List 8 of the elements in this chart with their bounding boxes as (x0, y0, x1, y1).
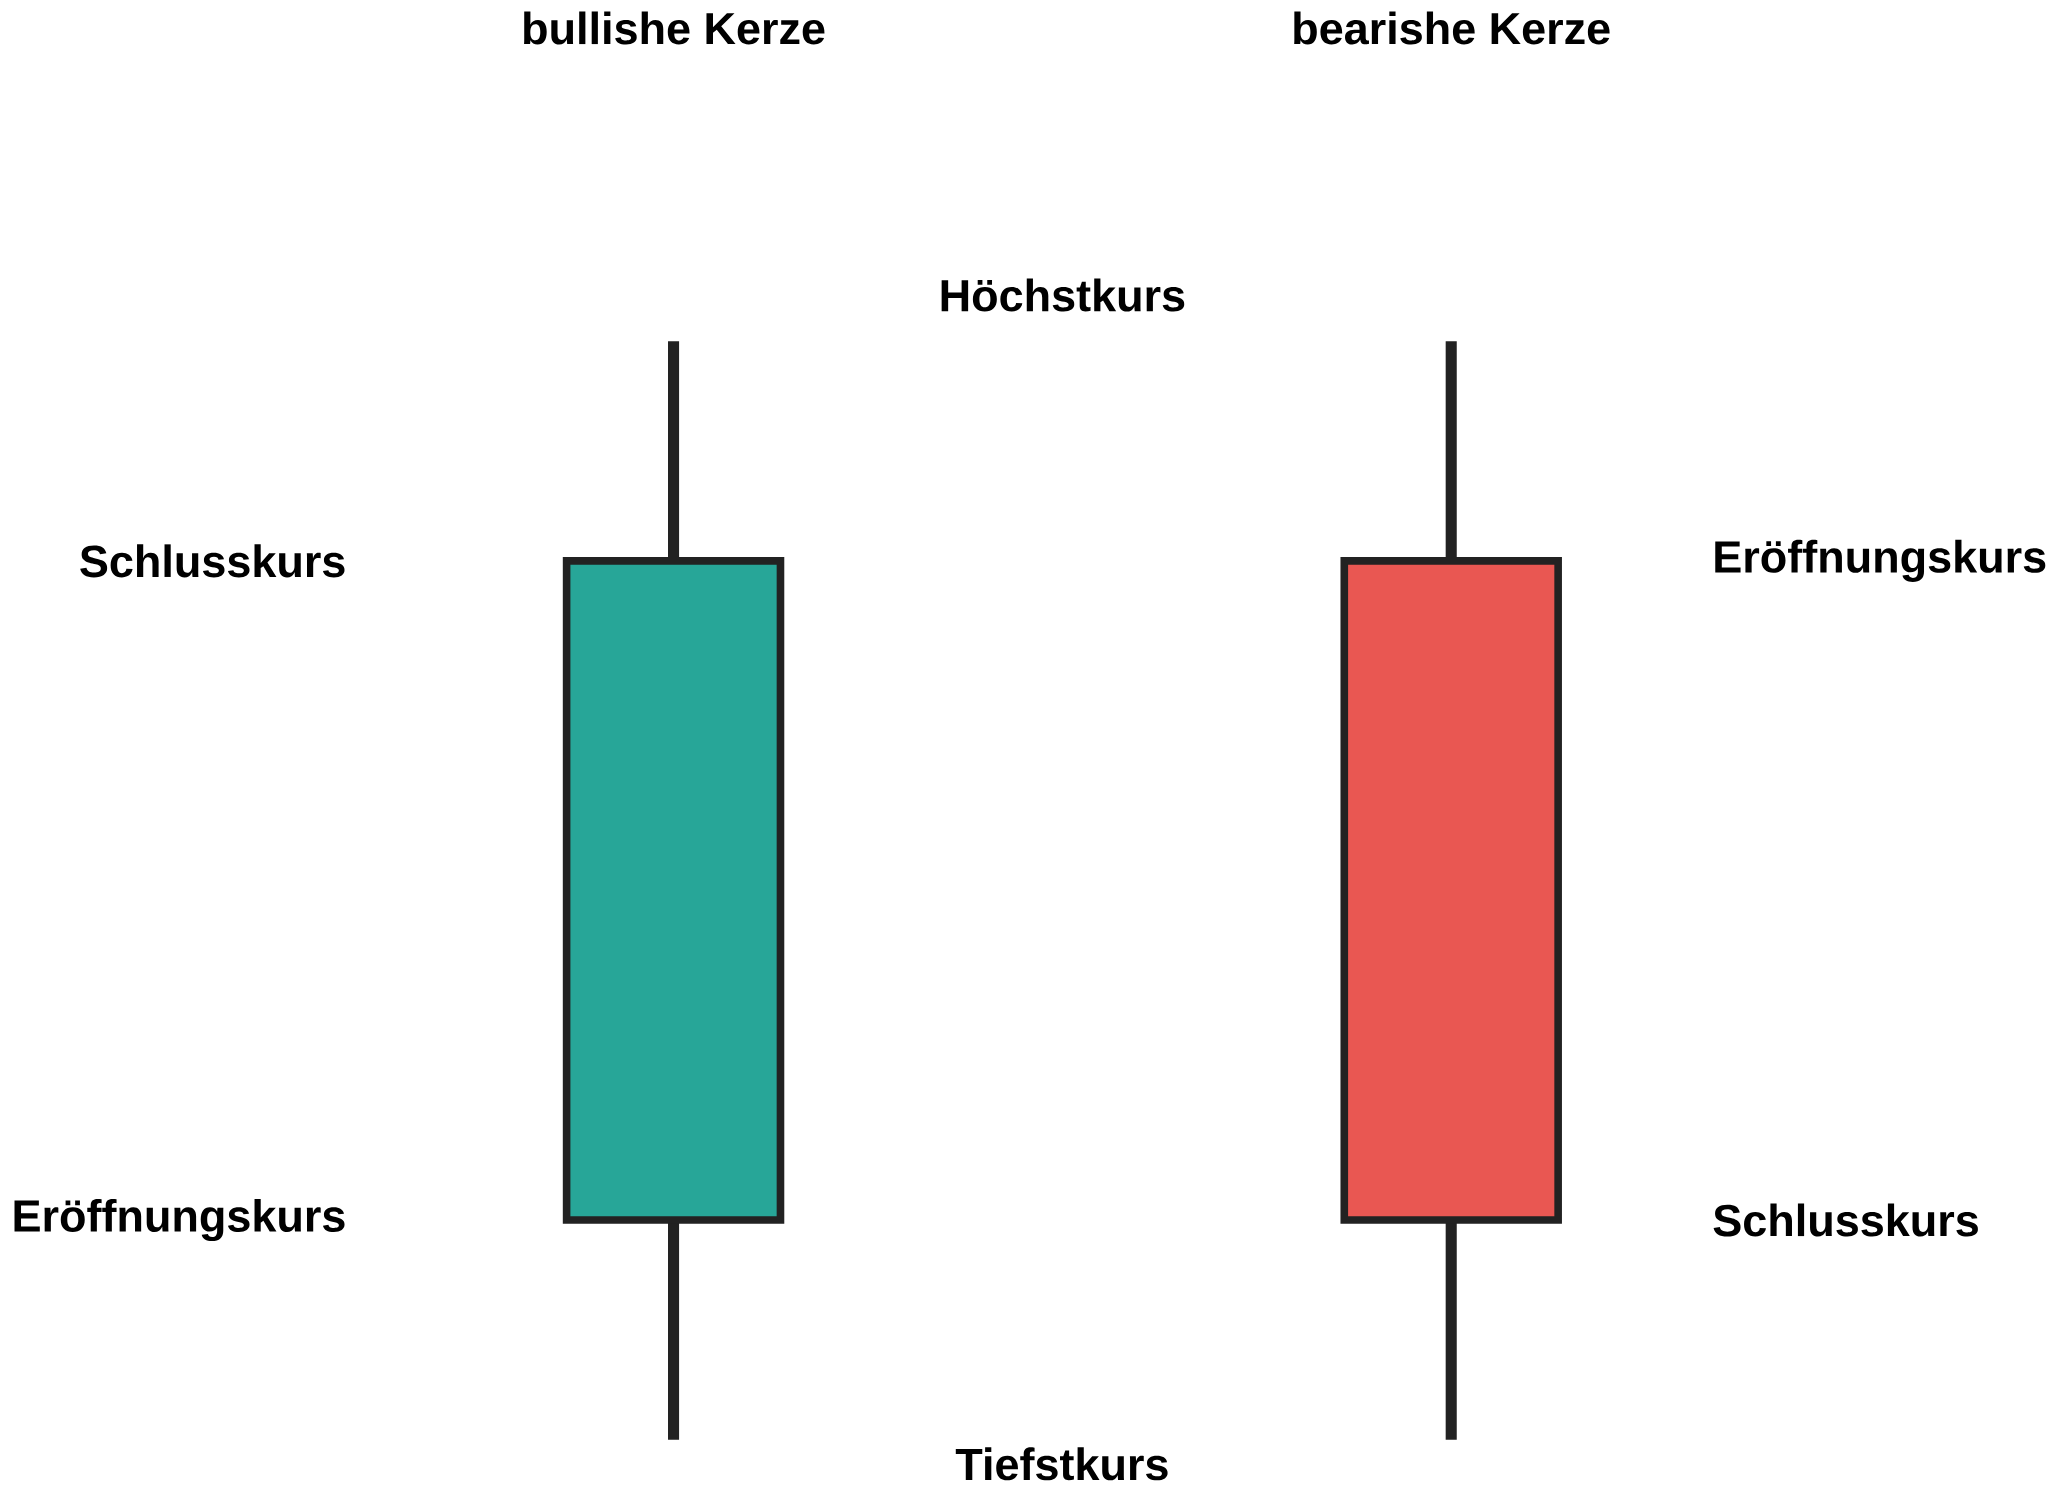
x-tick-label: bullishe Kerze (524, 11, 825, 45)
annotation: Eröffnungskurs (1715, 539, 2046, 582)
text: Höchstkurs (941, 278, 1185, 312)
annotation: Eröffnungskurs (14, 1198, 345, 1241)
text: Tiefstkurs (955, 1447, 1168, 1481)
annotation: Schlusskurs (80, 544, 345, 578)
annotation: Schlusskurs (1713, 1203, 1978, 1237)
x-tick-label: bearishe Kerze (1294, 11, 1610, 45)
